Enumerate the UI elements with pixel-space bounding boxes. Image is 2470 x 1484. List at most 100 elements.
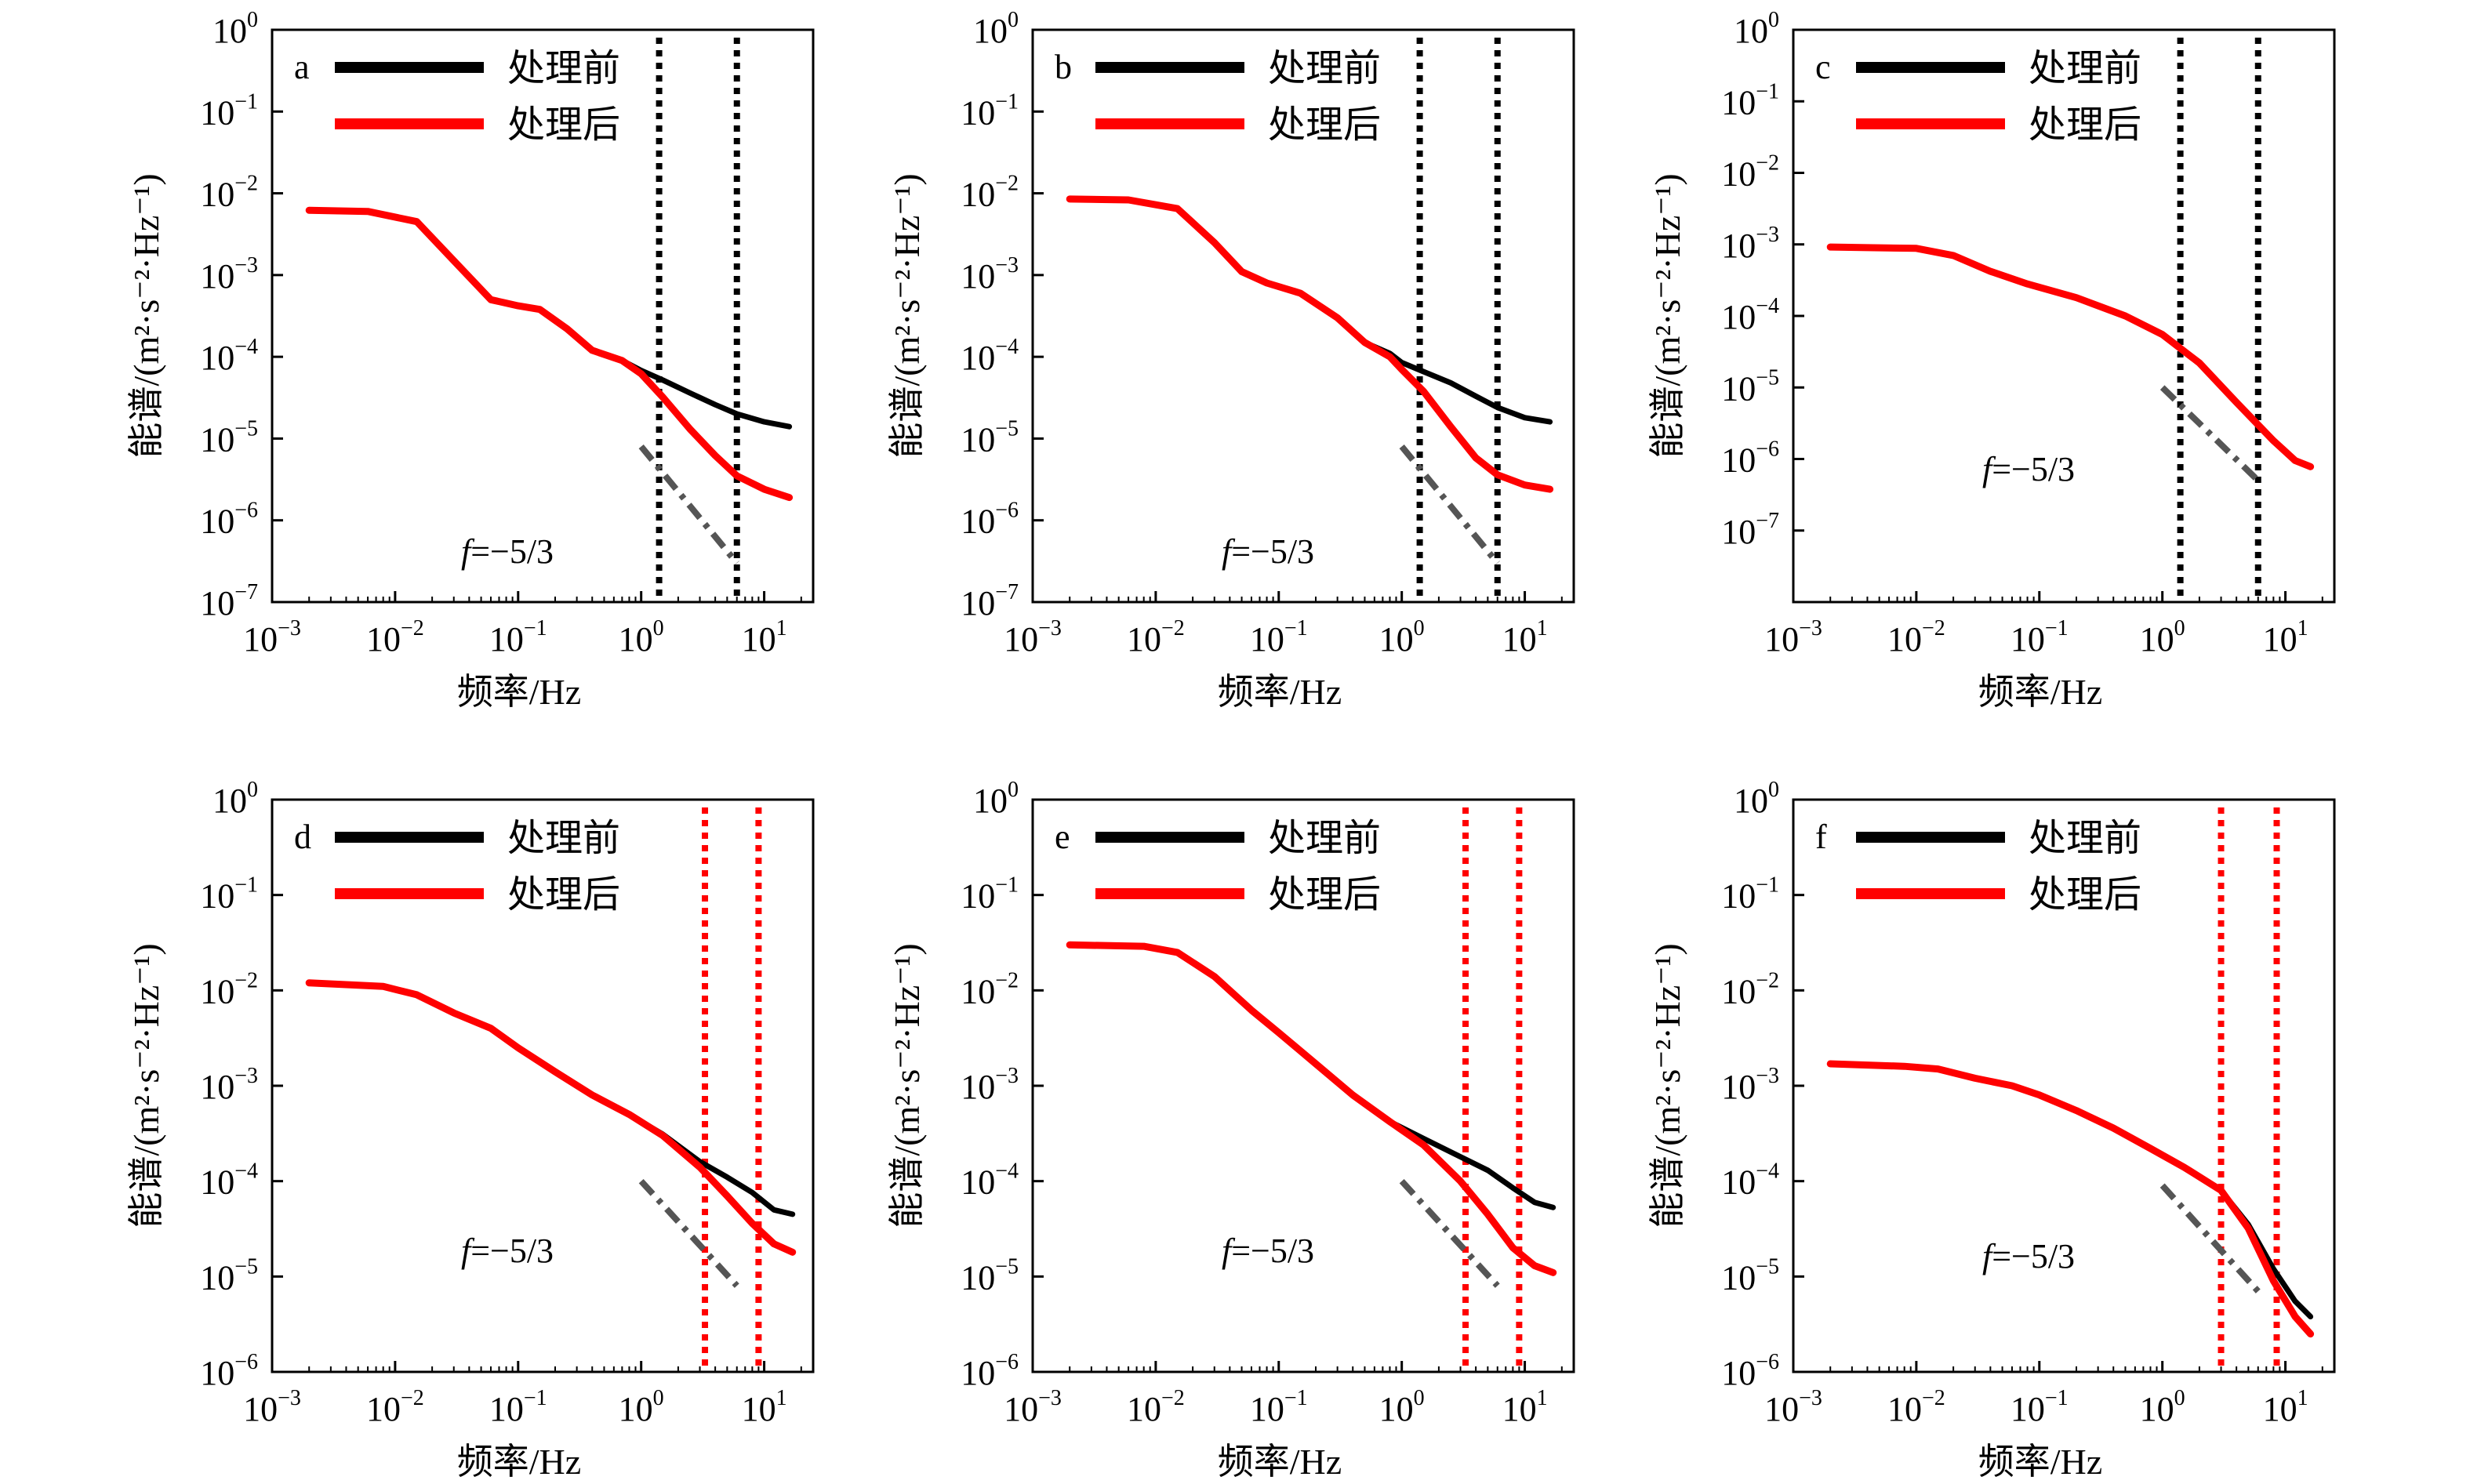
data-point: [1127, 198, 1130, 201]
data-point: [416, 220, 419, 223]
data-point: [2294, 1300, 2297, 1303]
data-point: [489, 1027, 492, 1030]
y-tick-label: 100: [212, 8, 258, 50]
y-tick-label: 100: [973, 8, 1019, 50]
x-tick-label: 10−1: [489, 1386, 547, 1428]
x-tick-label: 10−3: [243, 1386, 301, 1428]
data-point: [1533, 1264, 1536, 1267]
slope-annotation: f=−5/3: [1222, 1232, 1314, 1270]
axes-frame: [271, 28, 815, 604]
data-point: [1176, 951, 1179, 954]
data-point: [2112, 1127, 2115, 1130]
y-tick-label: 10−1: [961, 89, 1019, 132]
series-line-after: [1826, 1060, 2315, 1338]
y-axis-label: 能谱/(m²·s⁻²·Hz⁻¹): [887, 173, 927, 458]
y-tick-label: 10−2: [961, 968, 1019, 1010]
y-tick-label: 10−6: [1721, 437, 1779, 480]
y-axis-label: 能谱/(m²·s⁻²·Hz⁻¹): [1647, 943, 1687, 1228]
y-tick-label: 10−2: [200, 172, 258, 214]
data-point: [1351, 1094, 1354, 1097]
data-point: [517, 1047, 520, 1050]
y-tick-label: 10−6: [200, 1350, 258, 1392]
legend-label: 处理前: [1268, 818, 1381, 859]
y-tick-label: 10−3: [1721, 1064, 1779, 1106]
data-point: [699, 1166, 702, 1169]
series-line-after: [1066, 941, 1557, 1276]
data-point: [1952, 254, 1955, 257]
data-point: [2161, 333, 2164, 336]
data-point: [763, 420, 766, 423]
data-point: [661, 396, 664, 399]
x-axis-label: 频率/Hz: [1978, 672, 2102, 712]
data-point: [2272, 1268, 2275, 1271]
data-point: [1524, 416, 1527, 419]
x-axis-label: 频率/Hz: [457, 1442, 581, 1482]
data-point: [1549, 420, 1552, 423]
data-point: [1459, 1180, 1462, 1183]
x-tick-label: 100: [619, 1386, 664, 1428]
y-tick-label: 10−3: [200, 1064, 258, 1106]
y-tick-label: 10−6: [961, 499, 1019, 541]
legend-label: 处理前: [1268, 48, 1381, 89]
data-point: [1299, 292, 1302, 295]
slope-annotation: f=−5/3: [461, 532, 554, 571]
data-point: [1422, 370, 1425, 373]
data-point: [1496, 474, 1499, 477]
data-point: [750, 1191, 754, 1194]
data-point: [554, 1070, 557, 1073]
x-tick-label: 101: [2263, 616, 2308, 659]
legend-label: 处理后: [1268, 874, 1381, 916]
data-point: [565, 327, 568, 330]
x-tick-label: 10−1: [1250, 616, 1308, 659]
panel-label: d: [294, 818, 311, 856]
data-point: [2038, 1094, 2041, 1097]
y-tick-label: 10−4: [1721, 1159, 1779, 1202]
data-point: [1486, 1169, 1489, 1172]
panel-label: e: [1055, 818, 1070, 856]
y-tick-label: 10−5: [1721, 365, 1779, 408]
data-point: [714, 454, 717, 457]
data-point: [788, 425, 791, 428]
legend-label: 处理后: [2029, 874, 2141, 916]
x-axis-label: 频率/Hz: [1978, 1442, 2102, 1482]
x-tick-label: 10−3: [1004, 616, 1062, 659]
data-point: [452, 1011, 456, 1014]
data-point: [1486, 1213, 1489, 1216]
data-point: [307, 981, 311, 985]
slope-annotation: f=−5/3: [1982, 1237, 2075, 1275]
data-point: [627, 1113, 630, 1116]
data-point: [1449, 381, 1452, 384]
data-point: [2026, 282, 2029, 285]
y-tick-label: 10−3: [961, 1064, 1019, 1106]
data-point: [788, 496, 791, 499]
x-tick-label: 101: [742, 1386, 787, 1428]
data-point: [517, 304, 520, 307]
y-tick-label: 10−3: [200, 253, 258, 296]
data-point: [1937, 1068, 1940, 1071]
y-tick-label: 10−5: [1721, 1254, 1779, 1297]
data-point: [1388, 355, 1391, 358]
axes-frame: [1031, 28, 1575, 604]
data-point: [452, 259, 456, 262]
data-point: [1068, 198, 1071, 201]
data-point: [1829, 245, 1832, 249]
data-point: [1524, 484, 1527, 487]
data-point: [791, 1213, 794, 1216]
y-tick-label: 10−5: [961, 1254, 1019, 1297]
panel-a: 10−3 10−2 10−1 100 101 10−7 10−6 10−5 10−4 10−3 10…: [126, 8, 815, 712]
slope-reference-line: [1399, 1178, 1500, 1288]
x-tick-label: 100: [619, 616, 664, 659]
x-tick-label: 10−2: [1887, 616, 1945, 659]
slope-reference-line: [2159, 385, 2261, 483]
y-tick-label: 10−4: [961, 335, 1019, 377]
slope-reference-line: [1399, 444, 1500, 565]
panel-f: 10−3 10−2 10−1 100 101 10−6 10−5 10−4 10−3 10−2 10…: [1647, 778, 2336, 1482]
x-tick-label: 10−3: [1004, 1386, 1062, 1428]
panel-label: b: [1055, 48, 1072, 86]
y-tick-label: 10−6: [961, 1350, 1019, 1392]
data-point: [1459, 1156, 1462, 1159]
y-tick-label: 10−2: [961, 172, 1019, 214]
y-axis-label: 能谱/(m²·s⁻²·Hz⁻¹): [887, 943, 927, 1228]
y-tick-label: 10−7: [1721, 509, 1779, 551]
x-tick-label: 101: [2263, 1386, 2308, 1428]
